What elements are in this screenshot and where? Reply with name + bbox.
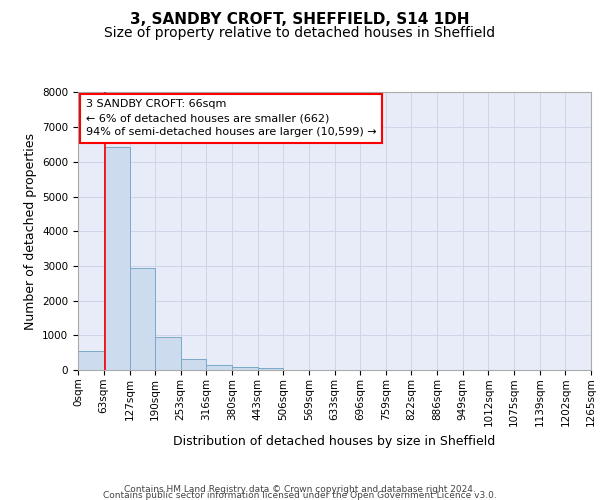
Text: Contains public sector information licensed under the Open Government Licence v3: Contains public sector information licen…	[103, 490, 497, 500]
Text: Contains HM Land Registry data © Crown copyright and database right 2024.: Contains HM Land Registry data © Crown c…	[124, 485, 476, 494]
X-axis label: Distribution of detached houses by size in Sheffield: Distribution of detached houses by size …	[173, 434, 496, 448]
Bar	[130, 268, 155, 370]
Bar	[181, 358, 206, 370]
Text: 3, SANDBY CROFT, SHEFFIELD, S14 1DH: 3, SANDBY CROFT, SHEFFIELD, S14 1DH	[130, 12, 470, 28]
Bar	[155, 336, 181, 370]
Bar	[206, 365, 232, 370]
Bar	[232, 366, 257, 370]
Bar	[104, 147, 130, 370]
Y-axis label: Number of detached properties: Number of detached properties	[23, 132, 37, 330]
Bar	[257, 368, 283, 370]
Text: Size of property relative to detached houses in Sheffield: Size of property relative to detached ho…	[104, 26, 496, 40]
Bar	[78, 352, 104, 370]
Text: 3 SANDBY CROFT: 66sqm
← 6% of detached houses are smaller (662)
94% of semi-deta: 3 SANDBY CROFT: 66sqm ← 6% of detached h…	[86, 100, 376, 138]
